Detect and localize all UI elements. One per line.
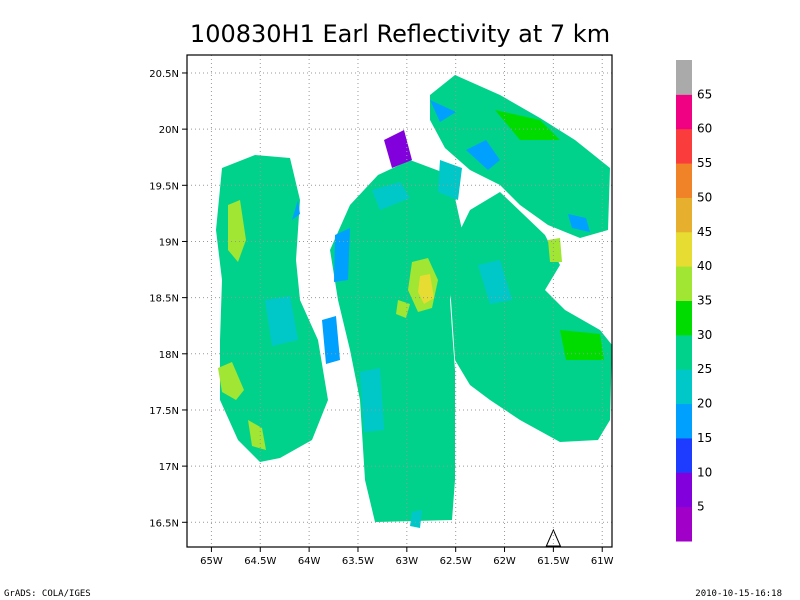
colorbar-swatch — [676, 197, 692, 233]
colorbar-label: 40 — [697, 259, 712, 273]
cell-b4 — [478, 260, 512, 304]
cell-y2 — [560, 330, 604, 360]
cell-n1 — [384, 130, 412, 168]
cell-w3 — [248, 420, 266, 450]
plot-area — [216, 75, 612, 547]
x-tick-label: 62.5W — [440, 556, 472, 567]
x-tick-label: 61.5W — [537, 556, 569, 567]
colorbar-label: 20 — [697, 397, 712, 411]
colorbar-swatch — [676, 437, 692, 473]
colorbar-label: 15 — [697, 431, 712, 445]
colorbar-label: 45 — [697, 225, 712, 239]
x-tick-label: 61W — [591, 556, 614, 567]
y-axis: 16.5N 17N 17.5N 18N 18.5N 19N 19.5N 20N 20.5N — [149, 69, 187, 529]
cell-e2 — [568, 214, 590, 232]
x-tick-label: 64.5W — [244, 556, 276, 567]
colorbar: 5 10 15 20 25 30 35 40 45 50 55 60 65 — [676, 60, 712, 542]
cell-w1 — [228, 200, 246, 262]
colorbar-swatch — [676, 334, 692, 370]
cell-e1 — [466, 140, 500, 170]
colorbar-swatch — [676, 128, 692, 164]
cell-b2 — [360, 368, 384, 432]
cell-b3 — [438, 160, 462, 200]
colorbar-swatch — [676, 266, 692, 301]
y-tick-label: 16.5N — [149, 518, 179, 529]
colorbar-swatch — [676, 300, 692, 336]
cell-y1 — [495, 110, 560, 140]
cell-b5 — [265, 296, 298, 346]
colorbar-swatch — [676, 472, 692, 508]
cell-mid-b3 — [292, 200, 300, 220]
x-tick-label: 65W — [200, 556, 223, 567]
storm-marker — [545, 528, 562, 547]
region-center-band — [330, 160, 462, 522]
colorbar-label: 50 — [697, 190, 712, 204]
y-tick-label: 20N — [159, 125, 179, 136]
y-tick-label: 20.5N — [149, 69, 179, 80]
cell-n2 — [430, 100, 456, 122]
colorbar-swatch — [676, 163, 692, 198]
cell-w2 — [218, 362, 244, 400]
colorbar-swatch — [676, 369, 692, 405]
cell-core-inner — [418, 274, 434, 304]
colorbar-swatch — [676, 506, 692, 542]
colorbar-label: 25 — [697, 362, 712, 376]
colorbar-label: 65 — [697, 87, 712, 101]
colorbar-label: 5 — [697, 500, 705, 514]
y-tick-label: 18.5N — [149, 294, 179, 305]
y-tick-label: 17.5N — [149, 406, 179, 417]
colorbar-label: 55 — [697, 156, 712, 170]
x-axis: 65W 64.5W 64W 63.5W 63W 62.5W 62W 61.5W 61W — [200, 547, 614, 567]
cell-g1 — [396, 300, 410, 318]
footer-right: 2010-10-15-16:18 — [695, 589, 782, 599]
grid-lines — [187, 55, 612, 547]
colorbar-swatch — [676, 231, 692, 267]
region-northeast-leg — [430, 75, 610, 238]
colorbar-swatch — [676, 94, 692, 130]
y-tick-label: 18N — [159, 350, 179, 361]
chart-title: 100830H1 Earl Reflectivity at 7 km — [190, 20, 610, 48]
x-tick-label: 63.5W — [342, 556, 374, 567]
y-tick-label: 19N — [159, 237, 179, 248]
x-tick-label: 64W — [298, 556, 321, 567]
cell-b6 — [410, 510, 422, 528]
cell-b1 — [372, 182, 410, 210]
plot-frame — [186, 54, 613, 548]
colorbar-swatch — [676, 403, 692, 439]
x-tick-label: 63W — [396, 556, 419, 567]
colorbar-swatch — [676, 60, 692, 95]
cell-mid-b1 — [334, 228, 350, 282]
colorbar-label: 60 — [697, 122, 712, 136]
y-tick-label: 19.5N — [149, 181, 179, 192]
colorbar-label: 10 — [697, 465, 712, 479]
footer-left: GrADS: COLA/IGES — [4, 589, 91, 599]
region-southeast-leg — [448, 192, 612, 442]
y-tick-label: 17N — [159, 462, 179, 473]
colorbar-label: 30 — [697, 328, 712, 342]
cell-mid-b2 — [322, 316, 340, 364]
cell-g2 — [548, 238, 562, 262]
colorbar-label: 35 — [697, 294, 712, 308]
x-tick-label: 62W — [493, 556, 516, 567]
